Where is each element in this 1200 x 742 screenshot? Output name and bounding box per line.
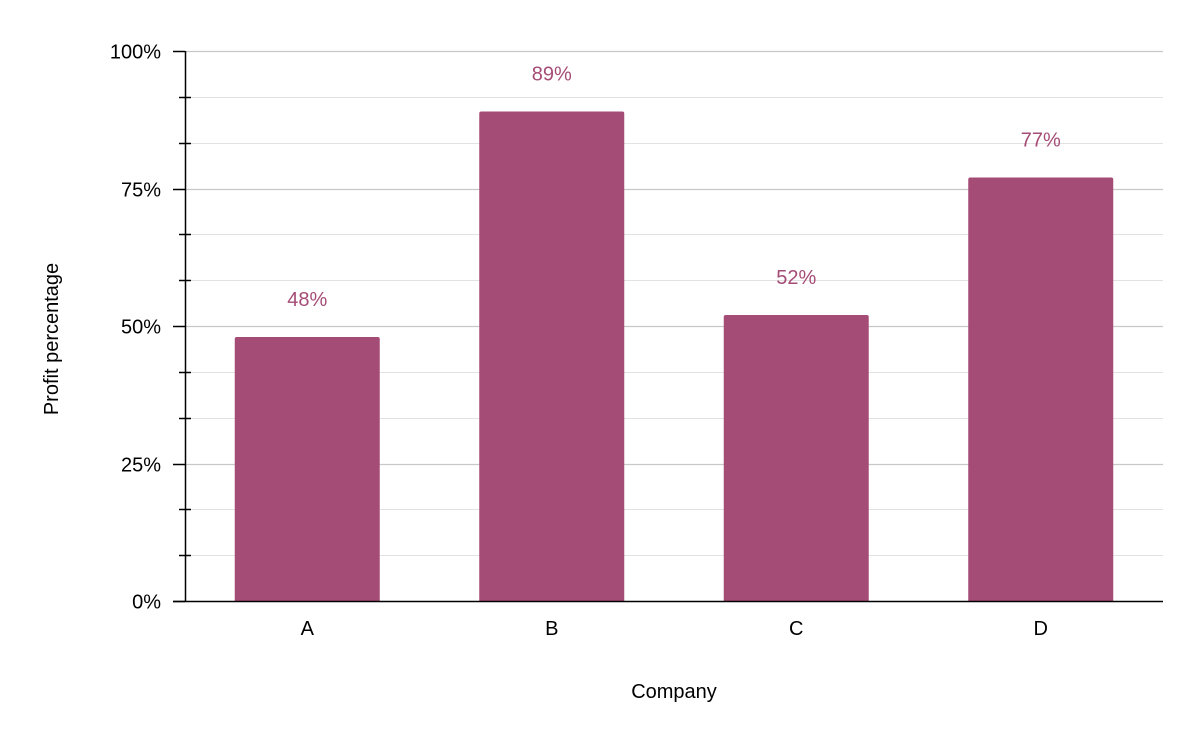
bar-C — [723, 315, 869, 601]
x-tick-label: C — [789, 618, 803, 640]
y-tick-label: 25% — [121, 455, 161, 477]
data-label-A: 48% — [287, 289, 327, 311]
x-tick-label: B — [545, 618, 558, 640]
labels: 0% 25% 50% 75% 100% 48% A 89% B 52% C 77% D — [110, 42, 1061, 641]
y-tick-label: 0% — [132, 592, 161, 614]
data-label-D: 77% — [1021, 130, 1061, 152]
y-tick-label: 100% — [110, 42, 161, 64]
y-axis-title: Profit percentage — [41, 263, 63, 415]
y-tick-label: 50% — [121, 317, 161, 339]
x-tick-label: A — [301, 618, 315, 640]
x-tick-label: D — [1034, 618, 1048, 640]
bar-D — [968, 177, 1114, 601]
data-label-B: 89% — [532, 64, 572, 86]
data-label-C: 52% — [776, 267, 816, 289]
bar-A — [234, 337, 380, 601]
axes — [173, 50, 1163, 603]
x-axis-title: Company — [631, 681, 717, 703]
y-tick-label: 75% — [121, 180, 161, 202]
bars — [234, 111, 1114, 601]
bar-B — [479, 111, 625, 601]
